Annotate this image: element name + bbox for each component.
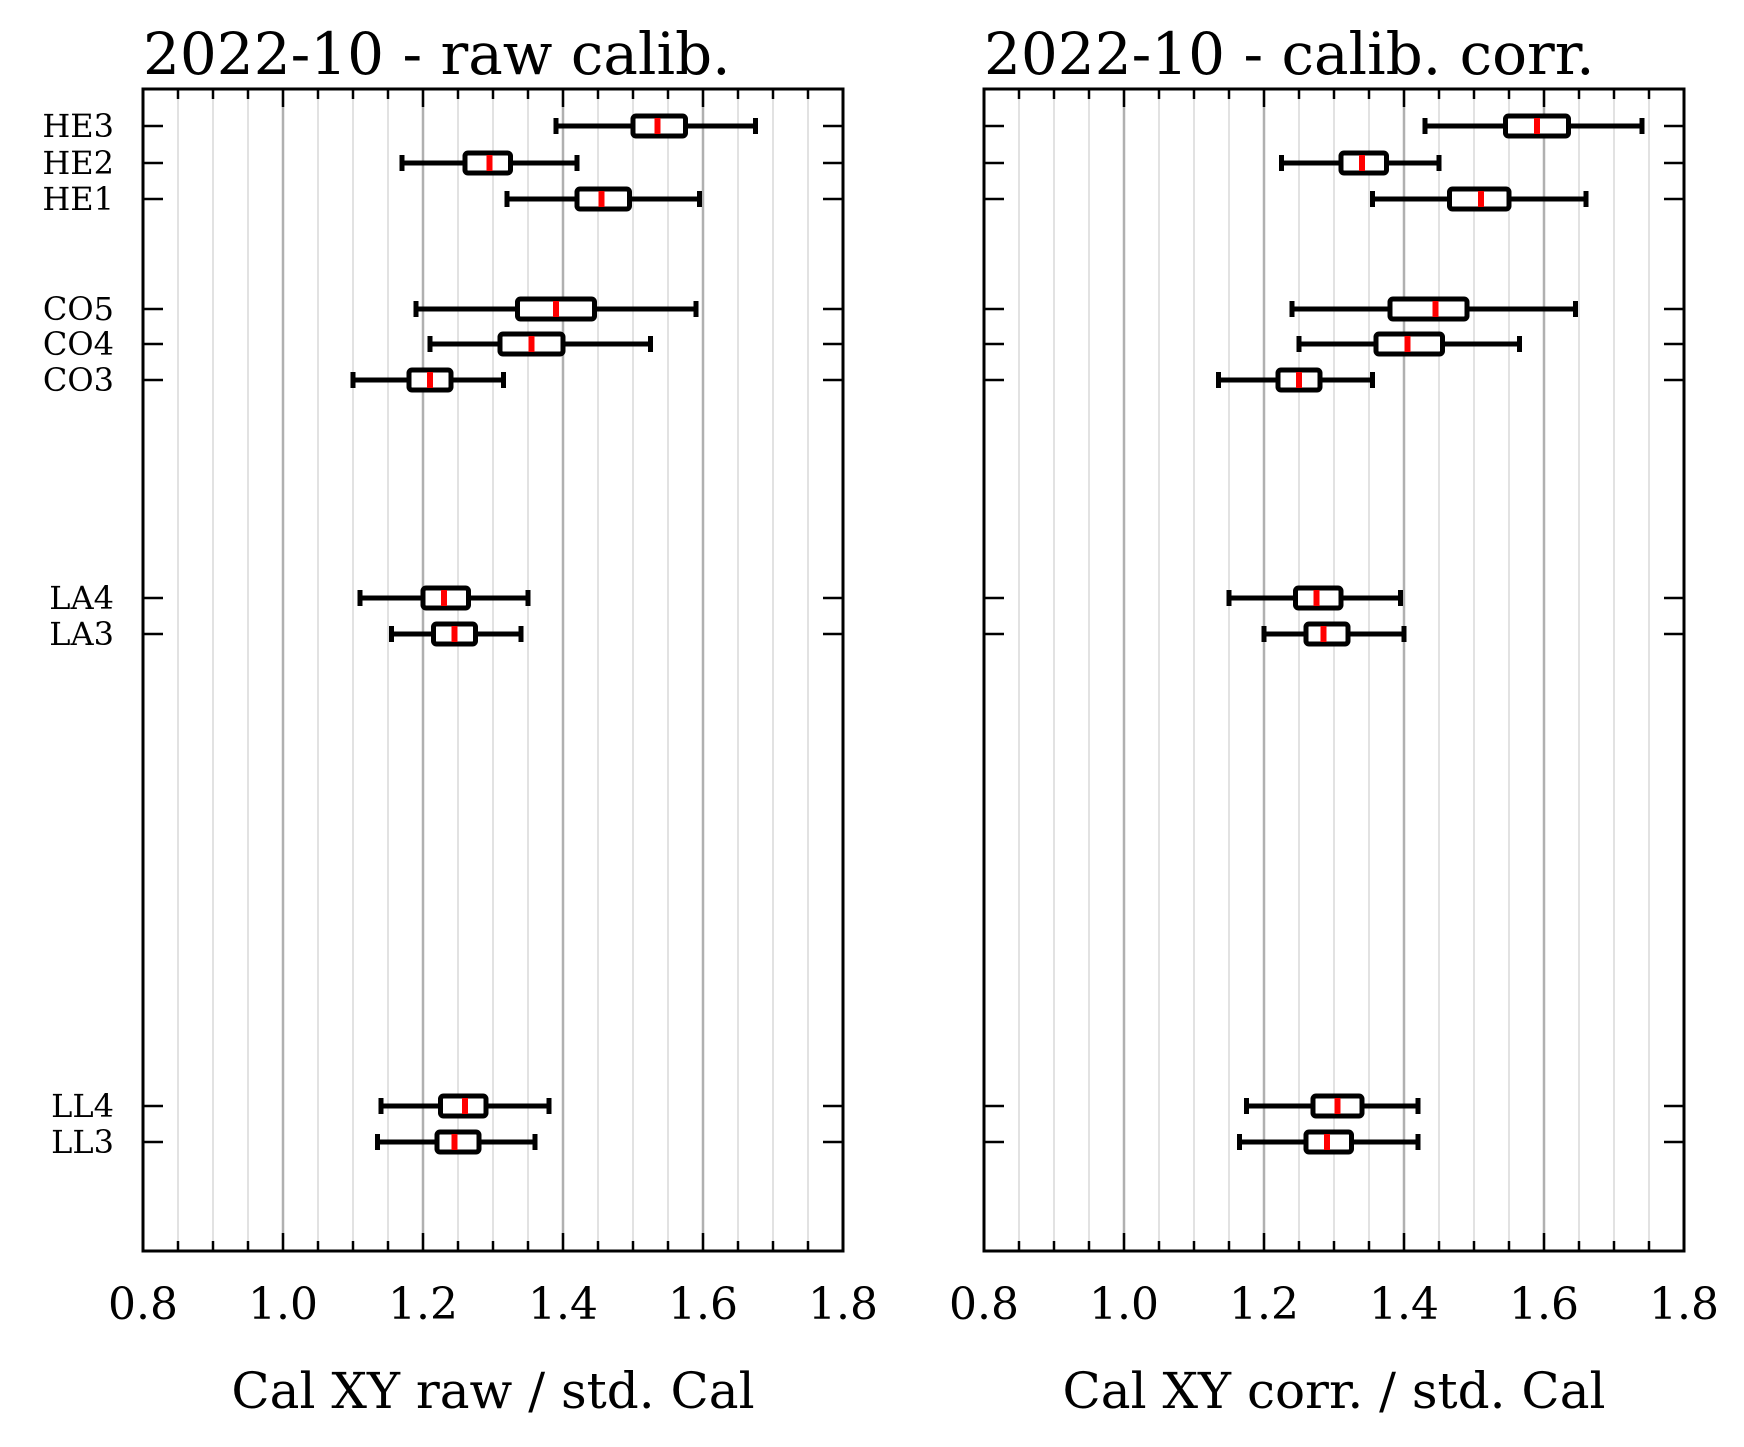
box-la3 <box>1261 621 1407 647</box>
panel-raw-calib: 2022-10 - raw calib. 0.8 1.0 1.2 1.4 1.6 1.8 … <box>42 20 878 1420</box>
box-ll4 <box>1244 1093 1421 1119</box>
y-category-label: LL4 <box>51 1087 114 1125</box>
x-tick-label: 1.2 <box>1229 1279 1299 1330</box>
x-tick-label: 0.8 <box>108 1279 178 1330</box>
ticks-raw <box>141 89 845 1251</box>
x-tick-label: 1.6 <box>1509 1279 1579 1330</box>
x-tick-label: 1.8 <box>1649 1279 1719 1330</box>
chart-title-corr: 2022-10 - calib. corr. <box>984 20 1595 88</box>
iqr-box <box>1387 296 1470 322</box>
panel-calib-corr: 2022-10 - calib. corr. 0.8 1.0 1.2 1.4 1.6 1.… <box>949 20 1719 1420</box>
box-he2 <box>1279 150 1442 176</box>
x-tick-label: 0.8 <box>949 1279 1019 1330</box>
box-he1 <box>504 186 702 212</box>
boxes-corr <box>1216 113 1645 1155</box>
box-co5 <box>1289 296 1578 322</box>
x-tick-label: 1.0 <box>248 1279 318 1330</box>
box-la4 <box>357 585 531 611</box>
box-he1 <box>1370 186 1589 212</box>
boxes-raw <box>350 113 758 1155</box>
iqr-box <box>1303 621 1351 647</box>
box-ll3 <box>375 1129 538 1155</box>
x-tick-label: 1.4 <box>1369 1279 1439 1330</box>
y-category-label: CO4 <box>43 325 114 363</box>
box-la3 <box>389 621 524 647</box>
box-he3 <box>553 113 758 139</box>
y-category-label: CO3 <box>43 361 114 399</box>
box-ll4 <box>378 1093 552 1119</box>
x-tick-label: 1.0 <box>1089 1279 1159 1330</box>
box-he2 <box>399 150 580 176</box>
y-category-label: LA3 <box>49 615 114 653</box>
x-tick-label: 1.4 <box>528 1279 598 1330</box>
iqr-box <box>434 1129 482 1155</box>
box-co4 <box>1296 331 1522 357</box>
x-tick-label: 1.6 <box>668 1279 738 1330</box>
box-co3 <box>1216 367 1375 393</box>
grid-raw <box>177 89 809 1251</box>
box-co5 <box>413 296 699 322</box>
box-co4 <box>427 331 653 357</box>
y-category-label: LL3 <box>51 1123 114 1161</box>
y-category-label: HE2 <box>42 144 114 182</box>
y-category-label: HE3 <box>42 107 114 145</box>
box-co3 <box>350 367 506 393</box>
grid-corr <box>1018 89 1650 1251</box>
y-category-label: HE1 <box>42 180 114 218</box>
box-he3 <box>1422 113 1645 139</box>
box-la4 <box>1226 585 1403 611</box>
x-axis-label-raw: Cal XY raw / std. Cal <box>231 1362 754 1420</box>
chart-title-raw: 2022-10 - raw calib. <box>143 20 731 88</box>
x-axis-label-corr: Cal XY corr. / std. Cal <box>1063 1362 1606 1420</box>
x-tick-labels-corr: 0.8 1.0 1.2 1.4 1.6 1.8 <box>949 1279 1719 1330</box>
x-tick-label: 1.8 <box>808 1279 878 1330</box>
y-category-label: CO5 <box>43 290 114 328</box>
x-tick-label: 1.2 <box>388 1279 458 1330</box>
y-category-label: LA4 <box>49 579 114 617</box>
box-ll3 <box>1237 1129 1421 1155</box>
x-tick-labels-raw: 0.8 1.0 1.2 1.4 1.6 1.8 <box>108 1279 878 1330</box>
ticks-corr <box>982 89 1686 1251</box>
